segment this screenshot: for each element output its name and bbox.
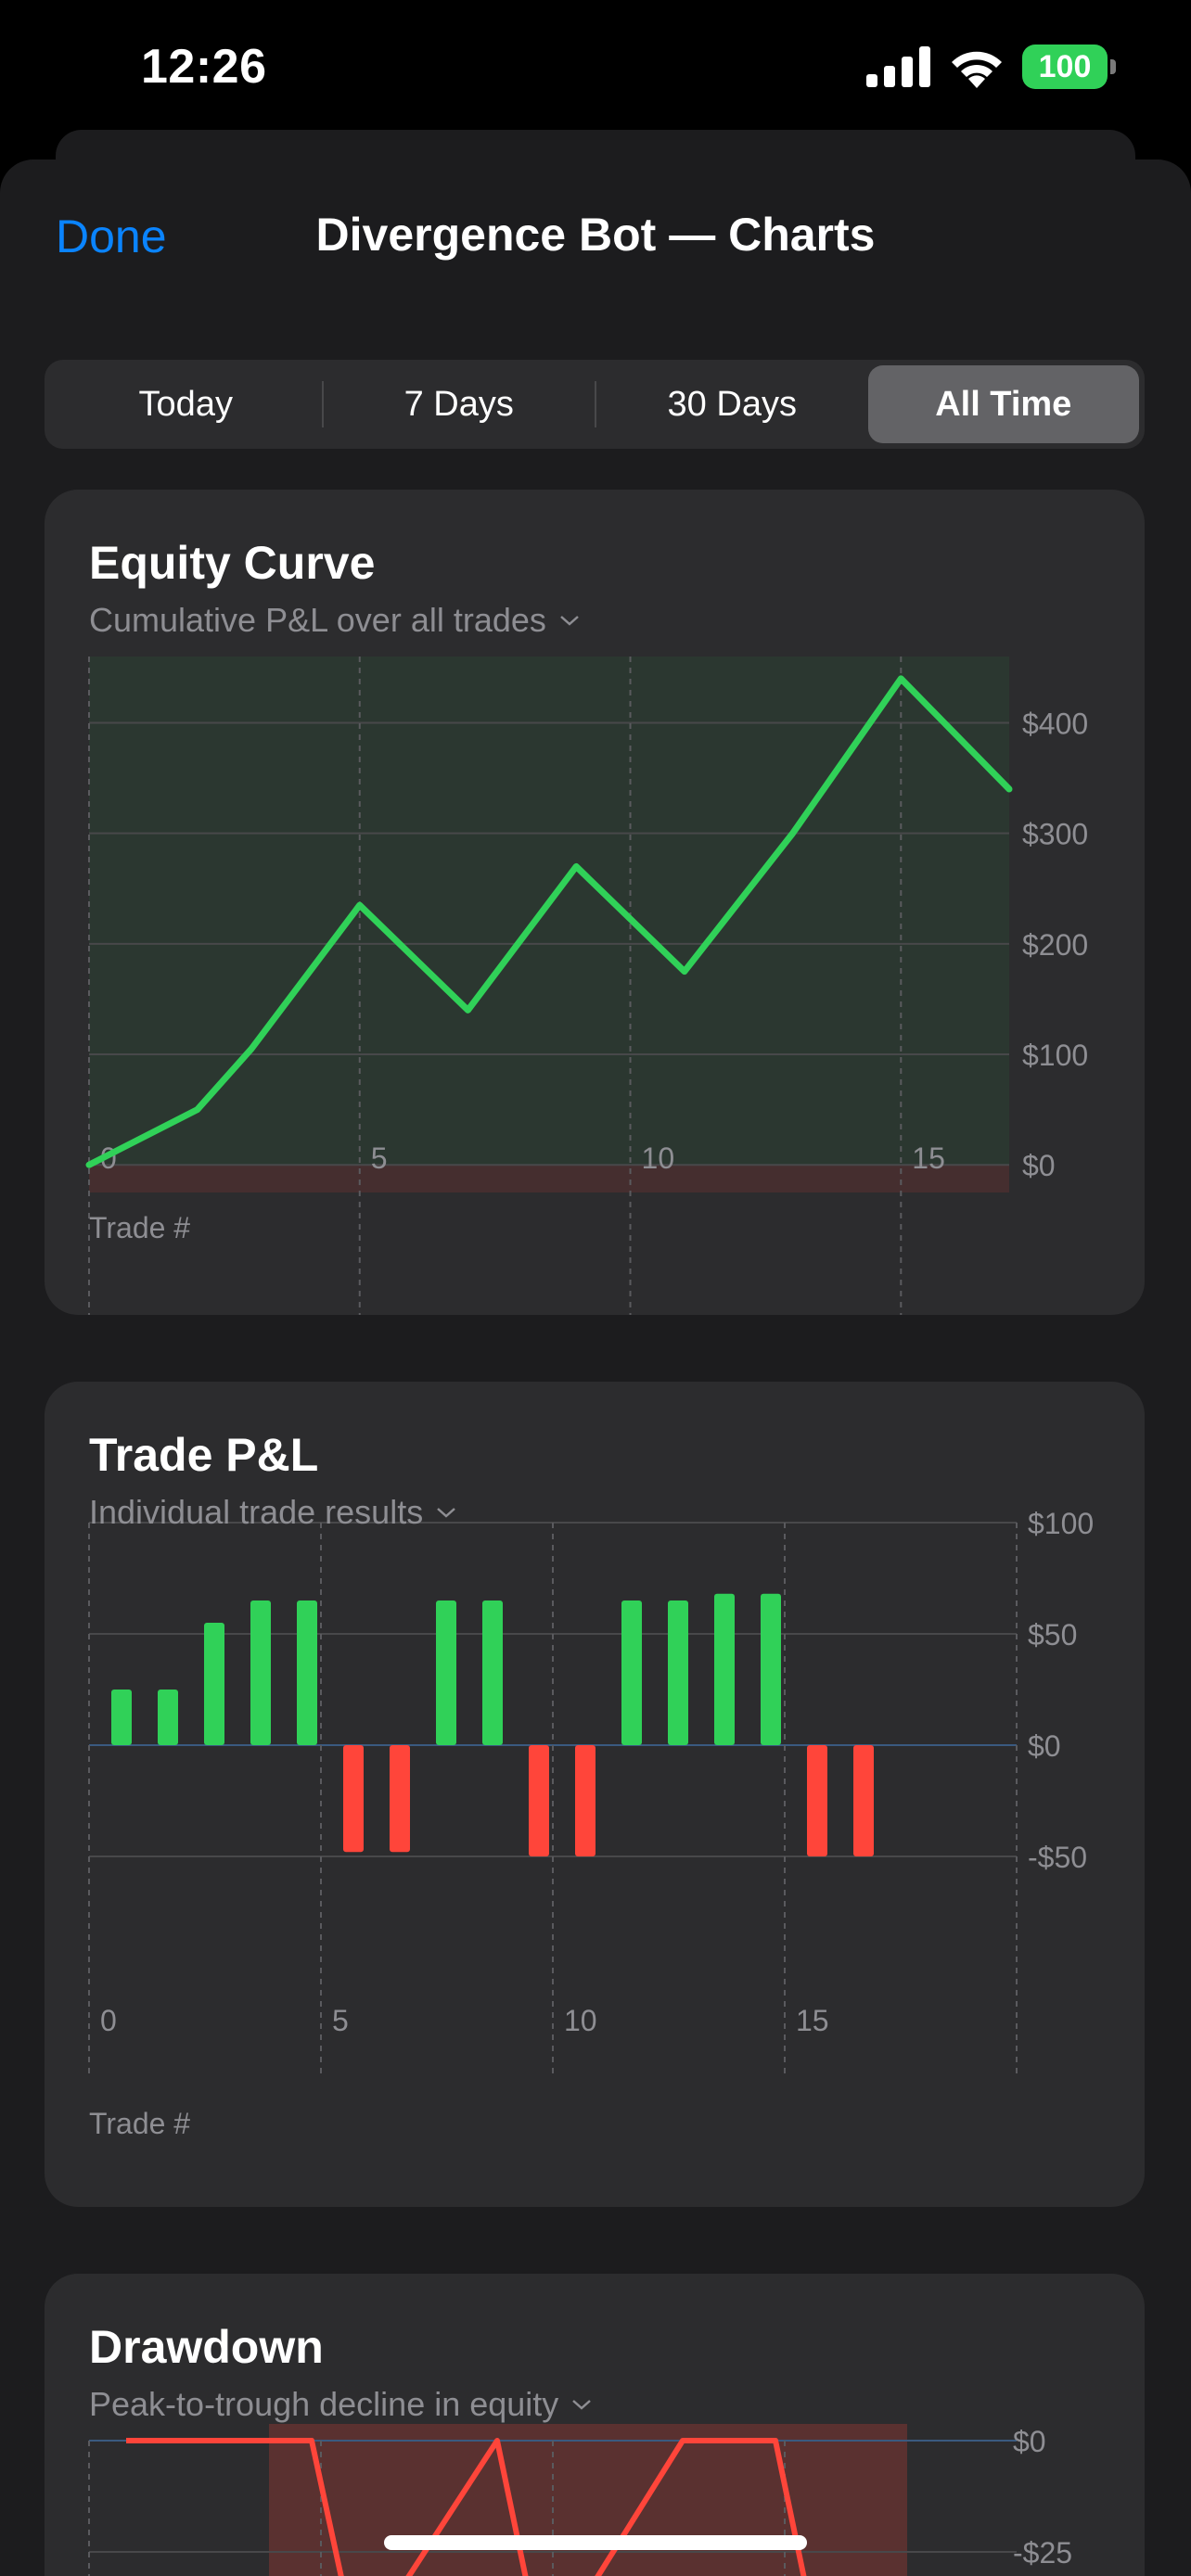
battery-level: 100 [1038, 48, 1092, 84]
card-subtitle: Peak-to-trough decline in equity [89, 2385, 559, 2423]
y-tick-label: -$25 [1013, 2536, 1072, 2570]
loss-bar [343, 1745, 364, 1853]
trade-pnl-card: $100 $50 $0 -$50 0 5 10 15 Trade P&L Individual… [45, 1382, 1145, 2207]
loss-bar [575, 1745, 596, 1856]
segment-all-time[interactable]: All Time [867, 365, 1139, 443]
battery-icon: 100 [1022, 45, 1116, 89]
card-title: Trade P&L [89, 1429, 319, 1481]
segment-divider [321, 381, 324, 427]
segment-7-days[interactable]: 7 Days [403, 384, 514, 424]
x-tick-label: 15 [912, 1141, 945, 1175]
status-time: 12:26 [141, 40, 267, 94]
y-tick-label: $0 [1022, 1149, 1056, 1182]
home-indicator [384, 2535, 807, 2550]
page-title: Divergence Bot — Charts [315, 209, 876, 261]
chevron-down-icon [560, 616, 579, 626]
chevron-down-icon [437, 1508, 456, 1518]
profit-bar [621, 1600, 642, 1745]
loss-bar [853, 1745, 874, 1856]
status-bar: 12:26 100 [0, 0, 1191, 139]
loss-bar [529, 1745, 549, 1856]
x-axis-label: Trade # [89, 1211, 191, 1244]
y-tick-label: -$50 [1028, 1841, 1087, 1874]
done-button[interactable]: Done [56, 210, 167, 262]
profit-bar [761, 1593, 781, 1745]
x-axis-label: Trade # [89, 2107, 191, 2140]
drawdown-region [269, 2424, 907, 2576]
battery-nub [1110, 59, 1116, 74]
time-range-segmented-control: Today 7 Days 30 Days All Time [45, 360, 1145, 449]
y-tick-label: $50 [1028, 1618, 1077, 1651]
x-tick-label: 5 [371, 1141, 388, 1175]
loss-bar [390, 1745, 410, 1853]
segment-30-days[interactable]: 30 Days [667, 384, 797, 424]
signal-icon [866, 46, 930, 87]
profit-bar [668, 1600, 688, 1745]
trade-pnl-chart: $100 $50 $0 -$50 0 5 10 15 [88, 1507, 1094, 2077]
profit-bar [714, 1593, 735, 1745]
drawdown-chart: $0 -$25 [88, 2424, 1072, 2576]
drawdown-card: $0 -$25 Drawdown Peak-to-trough decline i… [45, 2274, 1145, 2576]
x-tick-label: 10 [564, 2004, 597, 2037]
x-tick-label: 15 [796, 2004, 829, 2037]
segment-divider [595, 381, 596, 427]
y-tick-label: $100 [1028, 1507, 1094, 1540]
y-tick-label: $200 [1022, 928, 1088, 962]
loss-bar [807, 1745, 827, 1856]
y-tick-label: $300 [1022, 818, 1088, 851]
card-title: Drawdown [89, 2321, 324, 2373]
x-tick-label: 10 [642, 1141, 675, 1175]
card-subtitle: Individual trade results [89, 1493, 424, 1531]
x-tick-label: 0 [100, 2004, 117, 2037]
profit-bar [482, 1600, 503, 1745]
profit-bar [204, 1623, 224, 1745]
profit-bar [111, 1690, 132, 1745]
x-tick-label: 5 [332, 2004, 349, 2037]
segment-today[interactable]: Today [138, 384, 233, 424]
y-tick-label: $400 [1022, 708, 1088, 741]
drawdown-line [126, 2438, 807, 2576]
y-tick-label: $0 [1028, 1729, 1061, 1763]
card-title: Equity Curve [89, 537, 376, 589]
navigation-bar: Done Divergence Bot — Charts [0, 159, 1191, 317]
profit-bar [158, 1690, 178, 1745]
status-icons: 100 [866, 45, 1116, 89]
card-subtitle: Cumulative P&L over all trades [89, 601, 546, 639]
wifi-icon [952, 51, 1002, 88]
card-subtitle-menu[interactable]: Peak-to-trough decline in equity [89, 2385, 592, 2424]
card-subtitle-menu[interactable]: Cumulative P&L over all trades [89, 601, 580, 640]
profit-bar [297, 1600, 317, 1745]
profit-bar [250, 1600, 271, 1745]
charts-sheet: Done Divergence Bot — Charts Today 7 Day… [0, 159, 1191, 2576]
negative-region [89, 1165, 1009, 1192]
plot-area [89, 657, 1009, 1166]
equity-curve-card: $0 $100 $200 $300 $400 0 5 10 15 Equity Curve Cu… [45, 490, 1145, 1315]
y-tick-label: $0 [1013, 2425, 1046, 2458]
y-tick-label: $100 [1022, 1039, 1088, 1072]
equity-line [85, 675, 1013, 1168]
profit-bar [436, 1600, 456, 1745]
chevron-down-icon [572, 2400, 592, 2410]
card-subtitle-menu[interactable]: Individual trade results [89, 1493, 456, 1532]
